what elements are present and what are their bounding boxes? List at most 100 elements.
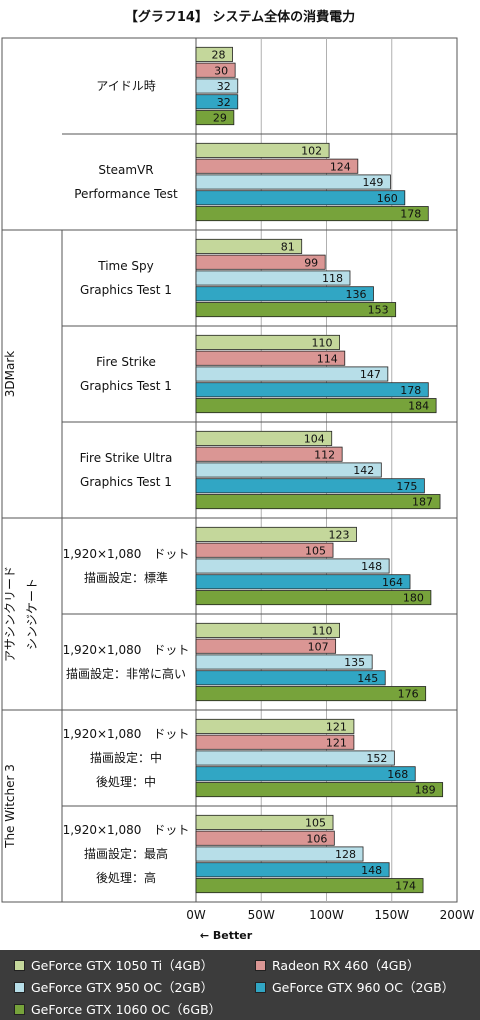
legend-swatch: [14, 960, 25, 971]
category-label: Fire Strike: [96, 355, 156, 369]
data-label: 145: [357, 672, 378, 685]
category-label: Time Spy: [97, 259, 154, 273]
data-label: 142: [353, 464, 374, 477]
data-label: 32: [217, 80, 231, 93]
data-label: 81: [281, 241, 295, 254]
legend-item-gtx950oc: GeForce GTX 950 OC（2GB）: [14, 977, 213, 996]
bar: [195, 398, 437, 414]
bar: [195, 590, 432, 606]
data-label: 176: [398, 688, 419, 701]
data-label: 180: [403, 592, 424, 605]
legend-item-gtx960oc: GeForce GTX 960 OC（2GB）: [255, 977, 454, 996]
group-label: 3DMark: [3, 351, 17, 398]
bar: [195, 750, 395, 766]
bar: [195, 334, 340, 350]
bar: [195, 862, 390, 878]
category-label: 1,920×1,080 ドット: [63, 643, 190, 657]
bar: [195, 846, 364, 862]
data-label: 114: [317, 352, 338, 365]
legend: GeForce GTX 1050 Ti（4GB） Radeon RX 460（4…: [0, 950, 480, 1020]
category-label: 後処理：高: [96, 870, 156, 885]
legend-label: Radeon RX 460（4GB）: [272, 958, 420, 973]
category-label: 1,920×1,080 ドット: [63, 727, 190, 741]
data-label: 110: [312, 625, 333, 638]
data-label: 112: [314, 448, 335, 461]
category-label: 1,920×1,080 ドット: [63, 547, 190, 561]
legend-label: GeForce GTX 1060 OC（6GB）: [31, 1002, 222, 1017]
bar: [195, 254, 326, 270]
legend-item-rx460: Radeon RX 460（4GB）: [255, 955, 420, 974]
data-label: 168: [387, 768, 408, 781]
legend-swatch: [255, 982, 266, 993]
data-label: 178: [400, 384, 421, 397]
bar: [195, 142, 330, 158]
bar: [195, 302, 397, 318]
legend-swatch: [14, 1004, 25, 1015]
data-label: 174: [395, 880, 416, 893]
bar: [195, 190, 406, 206]
chart-title: 【グラフ14】 システム全体の消費電力: [124, 10, 356, 25]
bar: [195, 814, 334, 830]
bar: [195, 526, 357, 542]
category-label: Graphics Test 1: [80, 475, 172, 489]
category-label: 1,920×1,080 ドット: [63, 823, 190, 837]
data-label: 175: [396, 480, 417, 493]
data-label: 30: [214, 64, 228, 77]
bar: [195, 158, 359, 174]
data-label: 160: [377, 192, 398, 205]
bar: [195, 430, 333, 446]
bar: [195, 78, 239, 94]
bar: [195, 46, 233, 62]
bar: [195, 574, 411, 590]
bar: [195, 270, 351, 286]
data-label: 164: [382, 576, 403, 589]
bar: [195, 670, 386, 686]
category-label: 後処理：中: [96, 774, 156, 789]
x-tick-label: 50W: [248, 908, 275, 922]
better-note: ← Better: [200, 929, 253, 942]
bar: [195, 174, 391, 190]
data-label: 136: [345, 288, 366, 301]
bar: [195, 286, 374, 302]
bar: [195, 718, 355, 734]
data-label: 128: [335, 848, 356, 861]
category-label: 描画設定：非常に高い: [66, 666, 186, 681]
bar: [195, 830, 335, 846]
category-label: Graphics Test 1: [80, 283, 172, 297]
category-label: Graphics Test 1: [80, 379, 172, 393]
group-label: シンジケート: [25, 578, 39, 650]
data-label: 184: [408, 400, 429, 413]
category-label: SteamVR: [98, 163, 153, 177]
data-label: 105: [305, 817, 326, 830]
bar: [195, 462, 382, 478]
data-label: 148: [361, 560, 382, 573]
legend-swatch: [14, 982, 25, 993]
bar: [195, 638, 337, 654]
bar: [195, 494, 441, 510]
data-label: 29: [213, 112, 227, 125]
bar: [195, 734, 355, 750]
legend-swatch: [255, 960, 266, 971]
legend-item-gtx1050ti: GeForce GTX 1050 Ti（4GB）: [14, 955, 213, 974]
category-label: アイドル時: [96, 79, 155, 93]
data-label: 187: [412, 496, 433, 509]
data-label: 104: [304, 433, 325, 446]
data-label: 105: [305, 544, 326, 557]
category-label: 描画設定：最高: [84, 846, 168, 861]
x-tick-label: 200W: [440, 908, 475, 922]
data-label: 102: [301, 145, 322, 158]
legend-label: GeForce GTX 960 OC（2GB）: [272, 980, 455, 995]
data-label: 99: [304, 256, 318, 269]
data-label: 189: [415, 784, 436, 797]
data-label: 32: [217, 96, 231, 109]
data-label: 124: [330, 160, 351, 173]
bar: [195, 446, 343, 462]
bar: [195, 366, 389, 382]
data-label: 106: [306, 832, 327, 845]
bar: [195, 62, 236, 78]
bar: [195, 766, 416, 782]
data-label: 153: [368, 304, 389, 317]
data-label: 147: [360, 368, 381, 381]
bar: [195, 206, 429, 222]
data-label: 149: [362, 176, 383, 189]
